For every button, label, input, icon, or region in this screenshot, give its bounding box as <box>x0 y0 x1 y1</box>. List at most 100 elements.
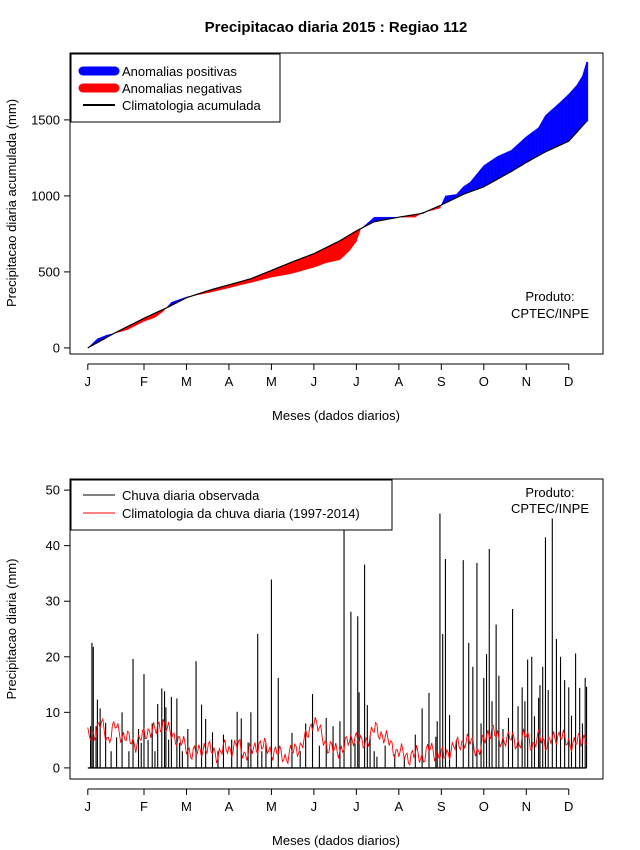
anomaly-segment-day-314 <box>516 143 519 169</box>
anomaly-segment-day-317 <box>520 139 523 167</box>
anomaly-segment-day-357 <box>575 84 578 135</box>
top-x-tick-label-11: D <box>564 374 573 389</box>
anomaly-segment-day-281 <box>471 178 474 192</box>
bottom-x-tick-label-2: M <box>181 799 192 814</box>
anomaly-segment-day-186 <box>341 238 343 259</box>
anomaly-segment-day-340 <box>552 107 554 149</box>
anomaly-segment-day-293 <box>487 161 490 185</box>
bottom-credit-line-2: CPTEC/INPE <box>511 501 589 516</box>
anomaly-segment-day-173 <box>323 247 326 265</box>
anomaly-segment-day-365 <box>586 61 589 122</box>
top-x-tick-label-10: N <box>522 374 531 389</box>
bottom-legend: Chuva diaria observada Climatologia da c… <box>70 479 393 531</box>
anomaly-segment-day-184 <box>338 240 341 261</box>
anomaly-segment-day-285 <box>476 171 479 190</box>
anomaly-segment-day-160 <box>305 255 308 270</box>
top-y-tick-label-0: 0 <box>53 340 60 355</box>
anomaly-segment-day-315 <box>517 142 520 168</box>
top-x-tick-label-3: A <box>225 374 234 389</box>
anomaly-segment-day-146 <box>286 263 289 275</box>
anomaly-segment-day-350 <box>565 94 568 143</box>
anomaly-segment-day-324 <box>530 132 532 161</box>
anomaly-segment-day-292 <box>486 162 489 186</box>
anomaly-segment-day-307 <box>506 151 509 175</box>
anomaly-segment-day-322 <box>527 134 530 163</box>
anomaly-segment-day-148 <box>289 262 291 275</box>
anomaly-segment-day-332 <box>541 119 543 155</box>
bottom-x-tick-label-3: A <box>225 799 234 814</box>
anomaly-segment-day-302 <box>500 154 502 178</box>
anomaly-segment-day-331 <box>539 121 542 156</box>
anomaly-segment-day-140 <box>278 266 280 277</box>
anomaly-segment-day-167 <box>315 251 317 268</box>
anomaly-segment-day-175 <box>326 246 328 264</box>
climatology-cumulative-line <box>87 121 588 349</box>
anomaly-segment-day-179 <box>331 243 334 262</box>
bottom-plot-frame <box>69 478 604 780</box>
anomaly-segment-day-338 <box>549 110 552 151</box>
anomaly-segment-day-274 <box>461 186 464 196</box>
anomaly-segment-day-318 <box>521 138 524 166</box>
anomaly-segment-day-313 <box>515 144 517 170</box>
anomaly-segment-day-327 <box>534 129 537 159</box>
top-y-axis: 0 500 1000 1500 <box>31 112 70 355</box>
anomaly-segment-day-306 <box>505 151 508 175</box>
anomaly-segment-day-347 <box>561 98 564 145</box>
bottom-y-axis-label: Precipitacao diaria (mm) <box>4 559 19 700</box>
anomaly-segment-day-346 <box>560 100 563 146</box>
top-x-tick-label-0: J <box>85 374 92 389</box>
anomaly-segment-day-153 <box>295 259 298 273</box>
anomaly-segment-day-316 <box>519 141 521 167</box>
daily-chart: 0 10 20 30 40 50 J F M A M J J A S O N D Precipitacao di… <box>4 478 604 848</box>
anomaly-segment-day-291 <box>484 163 487 187</box>
anomaly-segment-day-295 <box>490 159 493 184</box>
top-x-tick-label-1: F <box>140 374 148 389</box>
anomaly-segment-day-182 <box>335 241 338 261</box>
anomaly-segment-day-280 <box>469 179 472 193</box>
anomaly-segment-day-349 <box>564 96 567 144</box>
anomaly-segment-day-320 <box>524 136 527 164</box>
bottom-x-tick-label-7: A <box>395 799 404 814</box>
anomaly-segment-day-164 <box>310 253 313 269</box>
anomaly-segment-day-277 <box>465 183 468 194</box>
top-x-axis-label: Meses (dados diarios) <box>272 408 400 423</box>
anomaly-segment-day-335 <box>545 113 548 153</box>
anomaly-segment-day-189 <box>345 236 347 256</box>
anomaly-segment-day-154 <box>297 259 300 273</box>
anomaly-segment-day-157 <box>301 257 304 272</box>
anomaly-segment-day-190 <box>346 235 349 254</box>
anomaly-segment-day-323 <box>528 133 531 162</box>
anomaly-segment-day-351 <box>567 93 569 143</box>
anomaly-segment-day-284 <box>475 173 478 191</box>
top-x-tick-label-4: M <box>266 374 277 389</box>
anomaly-segment-day-187 <box>342 237 345 258</box>
anomaly-segment-day-161 <box>306 255 309 270</box>
legend-label-climatology-daily: Climatologia da chuva diaria (1997-2014) <box>122 506 360 521</box>
top-x-tick-label-6: J <box>353 374 360 389</box>
anomaly-segment-day-363 <box>583 66 586 125</box>
anomaly-segment-day-193 <box>350 232 353 250</box>
anomaly-segment-day-145 <box>284 263 287 275</box>
anomaly-segment-day-299 <box>495 155 498 181</box>
anomaly-segment-day-136 <box>272 268 275 278</box>
anomaly-segment-day-171 <box>320 249 323 266</box>
top-plot-frame <box>69 52 604 355</box>
anomaly-segment-day-353 <box>569 90 572 141</box>
top-y-tick-label-2: 1000 <box>31 188 60 203</box>
anomaly-segment-day-141 <box>279 266 282 276</box>
bottom-y-tick-label-2: 20 <box>46 649 60 664</box>
top-y-axis-label: Precipitacao diaria acumulada (mm) <box>4 99 19 307</box>
anomaly-segment-day-163 <box>309 254 312 269</box>
chart-title: Precipitacao diaria 2015 : Regiao 112 <box>205 19 468 36</box>
anomaly-segment-day-294 <box>489 160 491 185</box>
anomaly-segment-day-325 <box>531 131 534 160</box>
anomaly-segment-day-172 <box>321 248 324 265</box>
anomaly-segment-day-336 <box>546 112 549 152</box>
anomaly-segment-day-304 <box>502 153 505 177</box>
legend-label-negative: Anomalias negativas <box>122 81 242 96</box>
bottom-y-tick-label-1: 10 <box>46 705 60 720</box>
anomaly-segment-day-333 <box>542 116 545 154</box>
anomaly-segment-day-283 <box>474 174 476 191</box>
anomaly-segment-day-341 <box>553 106 556 149</box>
